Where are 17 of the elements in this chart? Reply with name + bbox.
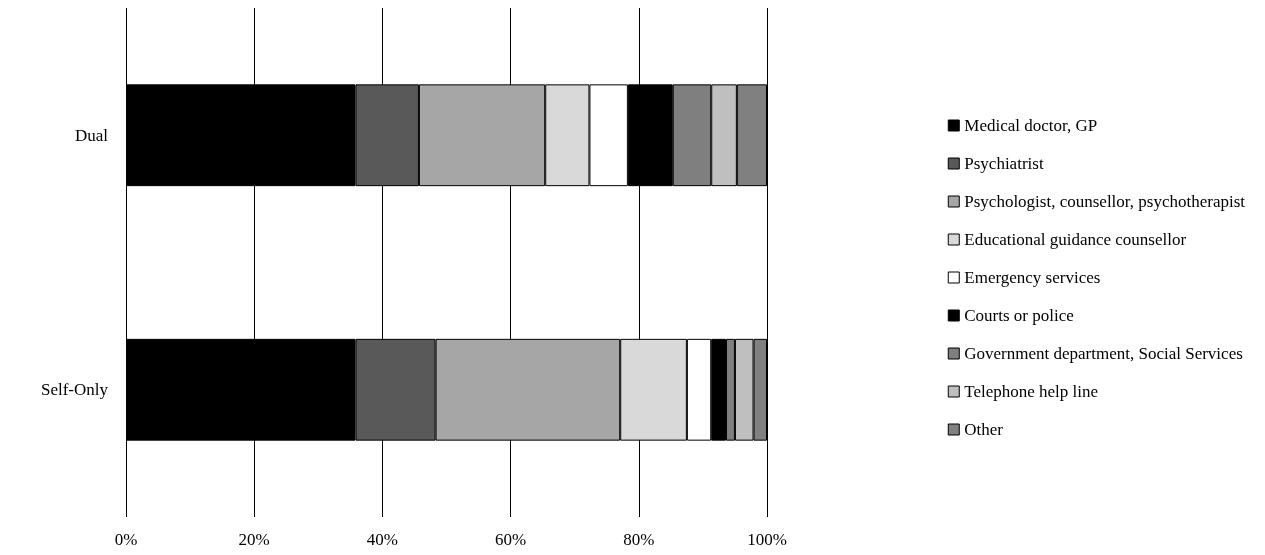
x-tick-label: 60%	[495, 530, 527, 549]
x-tick-label: 0%	[114, 530, 138, 549]
legend-label: Educational guidance counsellor	[964, 230, 1187, 249]
legend-label: Other	[964, 420, 1004, 439]
y-tick-label: Self-Only	[40, 380, 109, 400]
x-tick-label: 40%	[366, 530, 398, 549]
x-tick-label: 80%	[623, 530, 655, 549]
legend-label: Emergency services	[964, 268, 1101, 287]
x-tick-label: 100%	[747, 530, 787, 549]
x-tick-label: 20%	[238, 530, 270, 549]
legend-label: Telephone help line	[964, 382, 1099, 401]
legend-label: Medical doctor, GP	[964, 116, 1098, 135]
y-tick-label: Dual	[74, 125, 109, 145]
legend-label: Psychologist, counsellor, psychotherapist	[964, 192, 1246, 211]
legend-label: Psychiatrist	[964, 154, 1044, 173]
legend-label: Government department, Social Services	[964, 344, 1243, 363]
legend-label: Courts or police	[964, 306, 1074, 325]
